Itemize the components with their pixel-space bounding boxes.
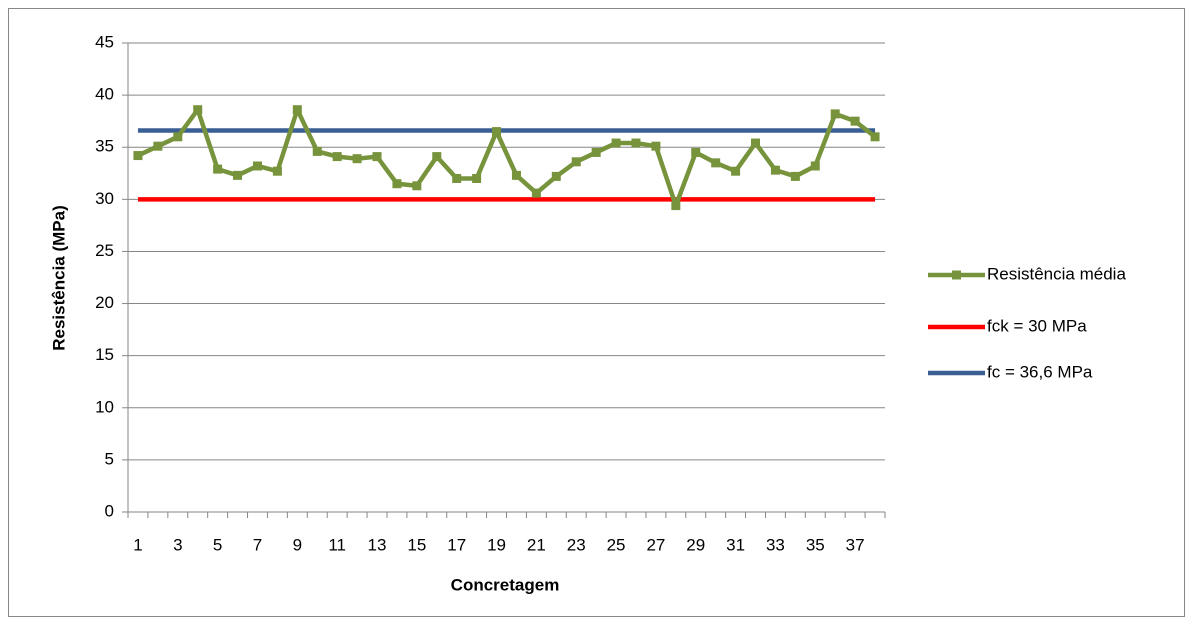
data-marker: [392, 179, 402, 189]
data-marker: [651, 141, 661, 151]
data-marker: [531, 188, 541, 198]
x-tick-label: 35: [806, 535, 825, 554]
data-marker: [751, 138, 761, 148]
data-marker: [810, 161, 820, 171]
data-marker: [452, 173, 462, 183]
x-tick-label: 37: [846, 535, 865, 554]
y-tick-label: 15: [95, 345, 114, 364]
data-marker: [153, 141, 163, 151]
data-marker: [671, 201, 681, 211]
data-marker: [711, 158, 721, 168]
data-marker: [511, 170, 521, 180]
chart-frame: [8, 8, 1185, 617]
data-marker: [213, 164, 223, 174]
data-marker: [312, 146, 322, 156]
data-marker: [631, 138, 641, 148]
x-tick-label: 11: [328, 535, 346, 554]
data-marker: [691, 147, 701, 157]
legend-label: fc = 36,6 MPa: [987, 362, 1093, 381]
data-marker: [233, 170, 243, 180]
data-marker: [252, 161, 262, 171]
x-axis-title: Concretagem: [451, 575, 560, 594]
y-tick-label: 40: [95, 85, 114, 104]
data-marker: [292, 105, 302, 115]
legend-marker: [952, 270, 961, 280]
data-marker: [551, 171, 561, 181]
data-marker: [472, 173, 482, 183]
data-marker: [412, 181, 422, 191]
x-tick-label: 31: [726, 535, 745, 554]
x-tick-label: 7: [253, 535, 262, 554]
legend-label: fck = 30 MPa: [987, 316, 1087, 335]
data-marker: [870, 132, 880, 142]
data-marker: [611, 138, 621, 148]
x-tick-label: 21: [527, 535, 546, 554]
x-tick-label: 5: [213, 535, 222, 554]
data-marker: [591, 147, 601, 157]
x-tick-label: 19: [487, 535, 506, 554]
y-tick-label: 5: [105, 449, 114, 468]
data-marker: [372, 152, 382, 162]
data-marker: [830, 109, 840, 119]
data-marker: [790, 171, 800, 181]
x-tick-label: 3: [173, 535, 182, 554]
data-marker: [193, 105, 203, 115]
data-marker: [770, 165, 780, 175]
data-marker: [850, 116, 860, 126]
x-tick-label: 33: [766, 535, 785, 554]
data-marker: [571, 157, 581, 167]
x-tick-label: 15: [407, 535, 426, 554]
y-tick-label: 30: [95, 189, 114, 208]
y-tick-label: 10: [95, 397, 114, 416]
y-tick-label: 25: [95, 241, 114, 260]
x-tick-label: 27: [646, 535, 665, 554]
data-marker: [492, 127, 502, 137]
data-marker: [352, 154, 362, 164]
data-marker: [731, 166, 741, 176]
y-axis-title: Resistência (MPa): [49, 205, 68, 351]
y-tick-label: 35: [95, 137, 114, 156]
x-tick-label: 13: [368, 535, 387, 554]
y-tick-label: 45: [95, 32, 114, 51]
x-tick-label: 9: [293, 535, 302, 554]
data-marker: [133, 151, 143, 161]
y-tick-label: 0: [105, 501, 114, 520]
x-tick-label: 1: [133, 535, 142, 554]
data-marker: [272, 166, 282, 176]
y-tick-label: 20: [95, 293, 114, 312]
x-tick-label: 29: [686, 535, 705, 554]
x-tick-label: 23: [567, 535, 586, 554]
x-tick-label: 17: [447, 535, 466, 554]
data-marker: [332, 152, 342, 162]
data-marker: [173, 132, 183, 142]
legend-label: Resistência média: [987, 264, 1126, 283]
x-tick-label: 25: [607, 535, 626, 554]
data-marker: [432, 152, 442, 162]
